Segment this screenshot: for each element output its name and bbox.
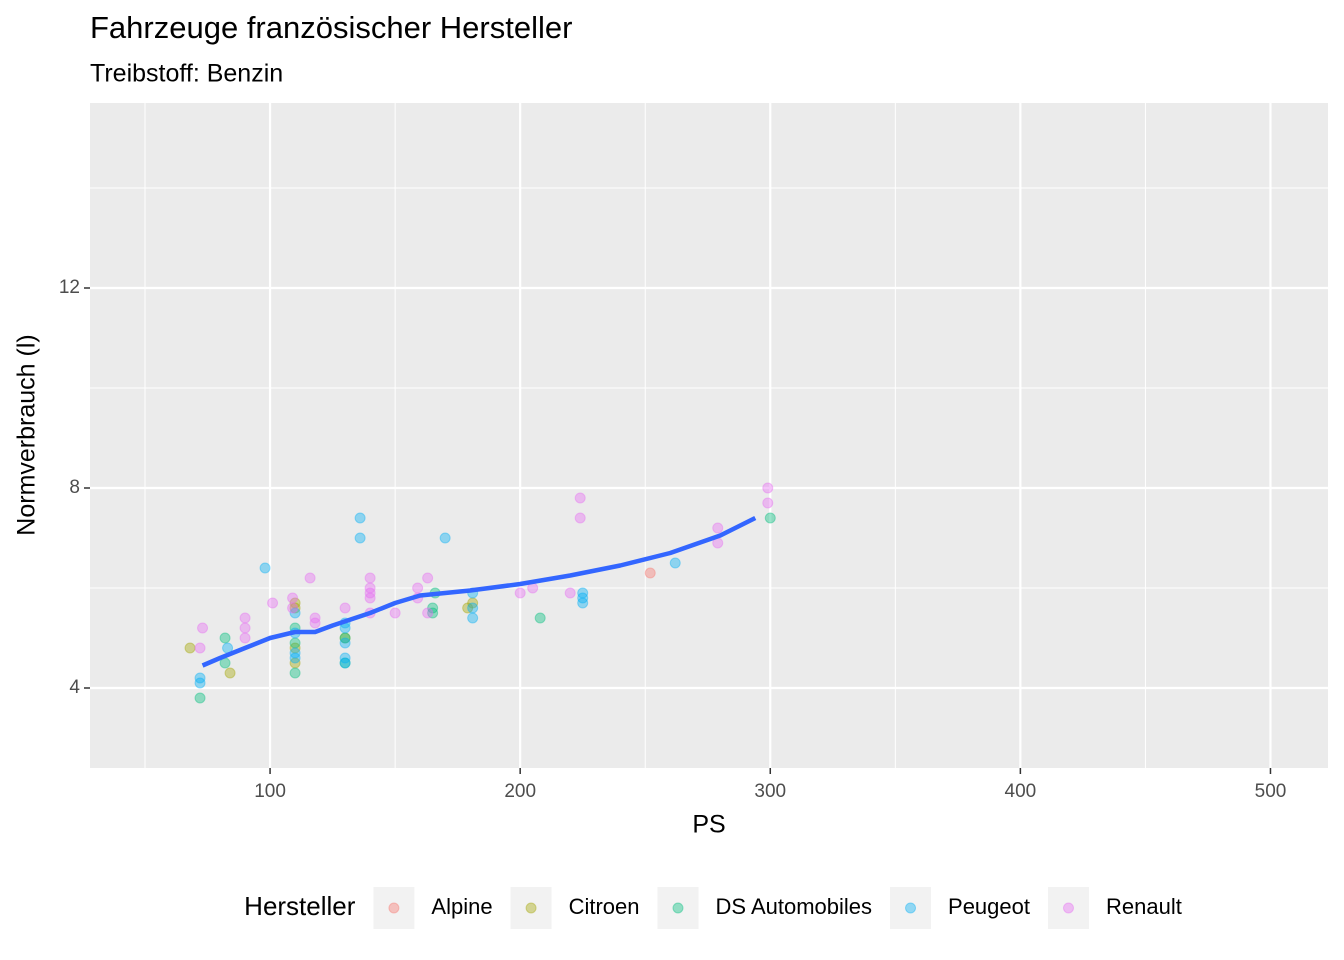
legend-swatch	[672, 902, 684, 914]
legend-swatch	[905, 902, 917, 914]
legend-title: Hersteller	[244, 891, 356, 921]
data-point	[194, 672, 206, 684]
legend-label: DS Automobiles	[715, 894, 872, 919]
legend: Hersteller Alpine Citroen DS Automobiles Peu…	[244, 887, 1182, 929]
y-tick-label: 8	[69, 477, 80, 498]
data-point	[267, 597, 279, 609]
data-point	[194, 642, 206, 654]
legend-key	[510, 887, 552, 929]
data-point	[467, 612, 479, 624]
legend-label: Citroen	[569, 894, 640, 919]
data-point	[259, 562, 271, 574]
data-point	[339, 637, 351, 649]
legend-key	[1047, 887, 1089, 929]
data-point	[194, 692, 206, 704]
data-point	[197, 622, 209, 634]
data-point	[224, 667, 236, 679]
x-tick-label: 100	[254, 781, 286, 802]
data-point	[364, 587, 376, 599]
data-point	[309, 612, 321, 624]
data-point	[339, 602, 351, 614]
data-point	[239, 632, 251, 644]
data-point	[289, 667, 301, 679]
data-point	[354, 512, 366, 524]
data-point	[287, 602, 299, 614]
data-point	[577, 592, 589, 604]
data-point	[514, 587, 526, 599]
data-point	[364, 572, 376, 584]
data-point	[427, 607, 439, 619]
legend-label: Alpine	[431, 894, 492, 919]
data-point	[339, 657, 351, 669]
data-point	[239, 612, 251, 624]
data-point	[364, 592, 376, 604]
data-point	[422, 572, 434, 584]
data-point	[574, 492, 586, 504]
data-point	[289, 637, 301, 649]
data-point	[289, 642, 301, 654]
data-point	[339, 652, 351, 664]
data-point	[412, 582, 424, 594]
data-point	[184, 642, 196, 654]
data-point	[239, 622, 251, 634]
data-point	[669, 557, 681, 569]
data-point	[467, 597, 479, 609]
data-point	[309, 617, 321, 629]
data-point	[304, 572, 316, 584]
y-axis-title: Normverbrauch (l)	[13, 334, 41, 535]
legend-key	[890, 887, 932, 929]
legend-swatch	[525, 902, 537, 914]
data-point	[194, 677, 206, 689]
data-point	[644, 567, 656, 579]
y-tick-label: 4	[69, 677, 80, 698]
x-axis-title: PS	[692, 811, 725, 839]
data-point	[289, 607, 301, 619]
data-point	[287, 592, 299, 604]
legend-label: Peugeot	[948, 894, 1030, 919]
data-point	[564, 587, 576, 599]
data-point	[289, 602, 301, 614]
data-point	[289, 597, 301, 609]
x-tick-label: 300	[754, 781, 786, 802]
data-point	[219, 632, 231, 644]
data-point	[764, 512, 776, 524]
data-point	[762, 497, 774, 509]
data-point	[389, 607, 401, 619]
data-point	[762, 482, 774, 494]
data-point	[422, 607, 434, 619]
data-point	[339, 632, 351, 644]
data-point	[339, 632, 351, 644]
data-point	[289, 657, 301, 669]
chart-subtitle: Treibstoff: Benzin	[90, 60, 283, 88]
data-point	[467, 602, 479, 614]
data-point	[462, 602, 474, 614]
data-point	[577, 587, 589, 599]
trend-line	[201, 515, 757, 668]
x-tick-label: 500	[1255, 781, 1287, 802]
data-point	[364, 582, 376, 594]
data-point	[577, 597, 589, 609]
legend-swatch	[1062, 902, 1074, 914]
data-point	[712, 522, 724, 534]
data-point	[354, 532, 366, 544]
data-point	[289, 647, 301, 659]
data-point	[439, 532, 451, 544]
x-tick-label: 400	[1005, 781, 1037, 802]
legend-key	[657, 887, 699, 929]
y-tick-label: 12	[59, 277, 80, 298]
data-point	[574, 512, 586, 524]
data-point	[339, 657, 351, 669]
data-point	[534, 612, 546, 624]
x-tick-label: 200	[504, 781, 536, 802]
legend-label: Renault	[1106, 894, 1182, 919]
legend-swatch	[388, 902, 400, 914]
chart-title: Fahrzeuge französischer Hersteller	[90, 10, 572, 45]
data-point	[427, 602, 439, 614]
data-point	[289, 652, 301, 664]
legend-key	[373, 887, 415, 929]
plot-panel	[90, 103, 1328, 768]
